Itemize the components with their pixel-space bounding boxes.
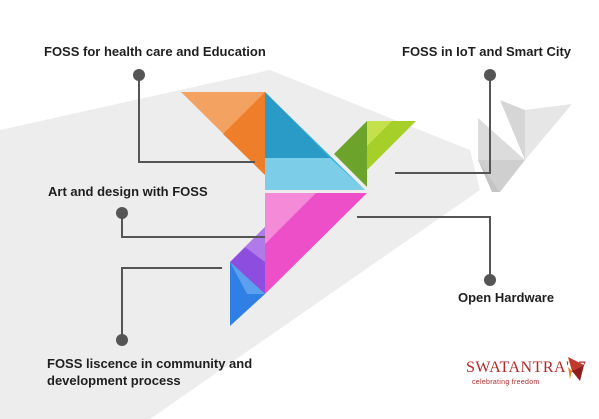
dot-iot	[484, 69, 496, 81]
connector-dots	[116, 69, 496, 346]
dot-art	[116, 207, 128, 219]
label-art-design: Art and design with FOSS	[48, 184, 208, 199]
label-open-hardware: Open Hardware	[458, 290, 555, 305]
connector-licence	[121, 267, 222, 340]
connector-art	[121, 213, 265, 238]
brand-mark-icon	[568, 357, 584, 381]
connector-hardware	[357, 216, 491, 280]
label-health-education: FOSS for health care and Education	[44, 44, 266, 59]
connector-lines	[121, 75, 491, 340]
grey-bird-icon	[478, 100, 572, 192]
label-licence-line1: FOSS liscence in community and	[47, 356, 253, 371]
dot-hardware	[484, 274, 496, 286]
swatantra-logo: SWATANTRA'17 celebrating freedom	[466, 357, 586, 397]
dot-health	[133, 69, 145, 81]
connector-health	[138, 75, 255, 163]
connector-iot	[395, 75, 491, 174]
label-iot-smart-city: FOSS in IoT and Smart City	[402, 44, 572, 59]
brand-tagline: celebrating freedom	[472, 379, 540, 386]
color-bird-icon	[181, 92, 416, 326]
brand-name: SWATANTRA'17	[466, 359, 587, 376]
dot-licence	[116, 334, 128, 346]
label-licence-line2: development process	[47, 373, 181, 388]
